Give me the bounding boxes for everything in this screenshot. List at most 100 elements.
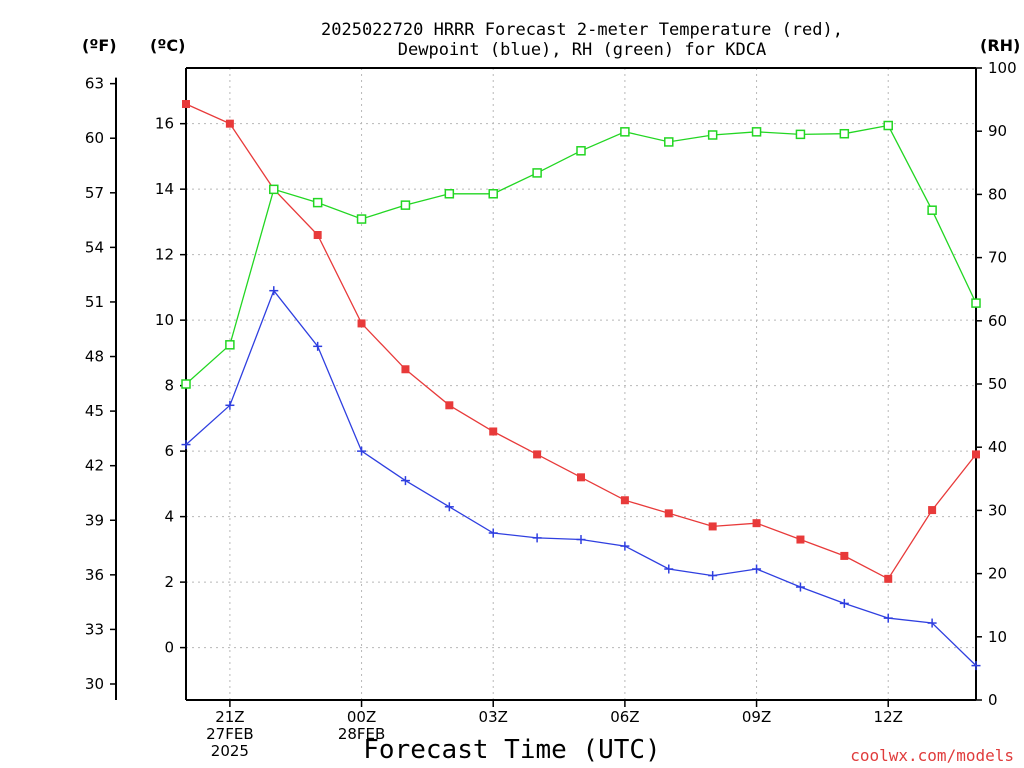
temperature-point: [752, 519, 761, 528]
rh-tick-label: 70: [988, 249, 1007, 267]
rh-tick-label: 0: [988, 691, 998, 709]
dewpoint-point: [708, 571, 718, 581]
rh-point: [181, 379, 191, 389]
series-line-rh: [185, 124, 977, 385]
rh-point: [839, 128, 850, 139]
temperature-point: [533, 450, 542, 459]
axes: [185, 67, 977, 701]
temperature-point: [928, 506, 937, 515]
x-tick-label: 28FEB: [338, 725, 385, 743]
x-tick-label: 2025: [211, 742, 249, 760]
temperature-point: [577, 473, 585, 482]
x-tick-label: 03Z: [479, 708, 508, 726]
fahrenheit-tick-label: 48: [85, 348, 104, 366]
rh-tick-label: 100: [988, 59, 1017, 77]
dewpoint-point: [400, 476, 410, 486]
x-tick-label: 27FEB: [206, 725, 253, 743]
chart-title-line1: 2025022720 HRRR Forecast 2-meter Tempera…: [321, 20, 843, 40]
temperature-point: [401, 365, 410, 374]
dewpoint-point: [620, 541, 630, 551]
rh-point: [576, 146, 586, 156]
dewpoint-point: [532, 533, 542, 543]
temperature-point: [708, 522, 717, 531]
dewpoint-point: [927, 618, 937, 628]
rh-tick-label: 10: [988, 628, 1007, 646]
temperature-point: [840, 551, 849, 560]
fahrenheit-tick-label: 36: [85, 566, 104, 584]
rh-point: [356, 214, 367, 224]
fahrenheit-tick-label: 45: [85, 402, 104, 420]
fahrenheit-tick-label: 42: [85, 457, 104, 475]
dewpoint-point: [664, 564, 674, 574]
dewpoint-point: [971, 661, 981, 671]
x-axis-label: Forecast Time (UTC): [363, 735, 660, 765]
temperature-point: [313, 231, 322, 240]
dewpoint-point: [313, 341, 323, 351]
dewpoint-point: [181, 440, 191, 450]
x-tick-label: 21Z: [215, 708, 244, 726]
temperature-point: [445, 401, 454, 410]
temperature-point: [357, 319, 366, 328]
dewpoint-point: [488, 528, 498, 538]
x-tick-label: 12Z: [874, 708, 903, 726]
series-layer: [181, 100, 981, 671]
rh-tick-label: 60: [988, 312, 1007, 330]
rh-point: [400, 200, 411, 210]
x-tick-label: 06Z: [610, 708, 639, 726]
dewpoint-point: [752, 564, 762, 574]
fahrenheit-axis: 30 33 36 39 42 45 48 51 54 57 60 63: [85, 75, 117, 700]
rh-point: [269, 184, 279, 195]
rh-point: [444, 189, 455, 199]
x-tick-label: 09Z: [742, 708, 771, 726]
temperature-point: [884, 574, 893, 583]
rh-point: [927, 205, 937, 215]
celsius-tick-label: 10: [155, 311, 174, 329]
rh-tick-label: 80: [988, 185, 1007, 203]
celsius-unit-label: (ºC): [150, 36, 185, 55]
rh-tick-label: 30: [988, 501, 1007, 519]
temperature-point: [796, 535, 805, 544]
fahrenheit-tick-label: 54: [85, 238, 104, 256]
dewpoint-point: [576, 535, 586, 545]
rh-point: [971, 298, 981, 308]
celsius-tick-label: 16: [155, 115, 174, 133]
temperature-point: [182, 100, 190, 109]
dewpoint-point: [225, 400, 235, 410]
dewpoint-point: [883, 613, 893, 623]
dewpoint-point: [357, 446, 367, 456]
fahrenheit-tick-label: 33: [85, 620, 104, 638]
rh-point: [312, 197, 323, 208]
credit-label: coolwx.com/models: [850, 746, 1014, 765]
rh-unit-label: (RH): [980, 36, 1020, 55]
series-line-temperature: [185, 103, 977, 580]
rh-tick-label: 90: [988, 122, 1007, 140]
fahrenheit-tick-label: 51: [85, 293, 104, 311]
celsius-tick-label: 4: [164, 508, 174, 526]
rh-point: [488, 189, 498, 199]
temperature-point: [620, 496, 629, 505]
rh-point: [707, 130, 718, 140]
rh-point: [795, 129, 806, 140]
celsius-tick-label: 0: [164, 639, 174, 657]
dewpoint-point: [795, 582, 805, 592]
celsius-tick-label: 6: [164, 442, 174, 460]
temperature-point: [489, 427, 498, 436]
dewpoint-point: [444, 502, 454, 512]
fahrenheit-unit-label: (ºF): [82, 36, 117, 55]
temperature-point: [225, 119, 234, 128]
celsius-tick-label: 2: [164, 573, 174, 591]
rh-tick-label: 50: [988, 375, 1007, 393]
rh-point: [883, 120, 893, 131]
chart-title-line2: Dewpoint (blue), RH (green) for KDCA: [398, 40, 766, 60]
fahrenheit-tick-label: 60: [85, 129, 104, 147]
celsius-tick-label: 8: [164, 377, 174, 395]
dewpoint-point: [269, 286, 279, 296]
grid-lines: [186, 68, 976, 700]
rh-point: [532, 168, 542, 178]
rh-point: [751, 127, 762, 137]
dewpoint-point: [839, 598, 849, 608]
fahrenheit-tick-label: 39: [85, 511, 104, 529]
fahrenheit-tick-label: 57: [85, 184, 104, 202]
